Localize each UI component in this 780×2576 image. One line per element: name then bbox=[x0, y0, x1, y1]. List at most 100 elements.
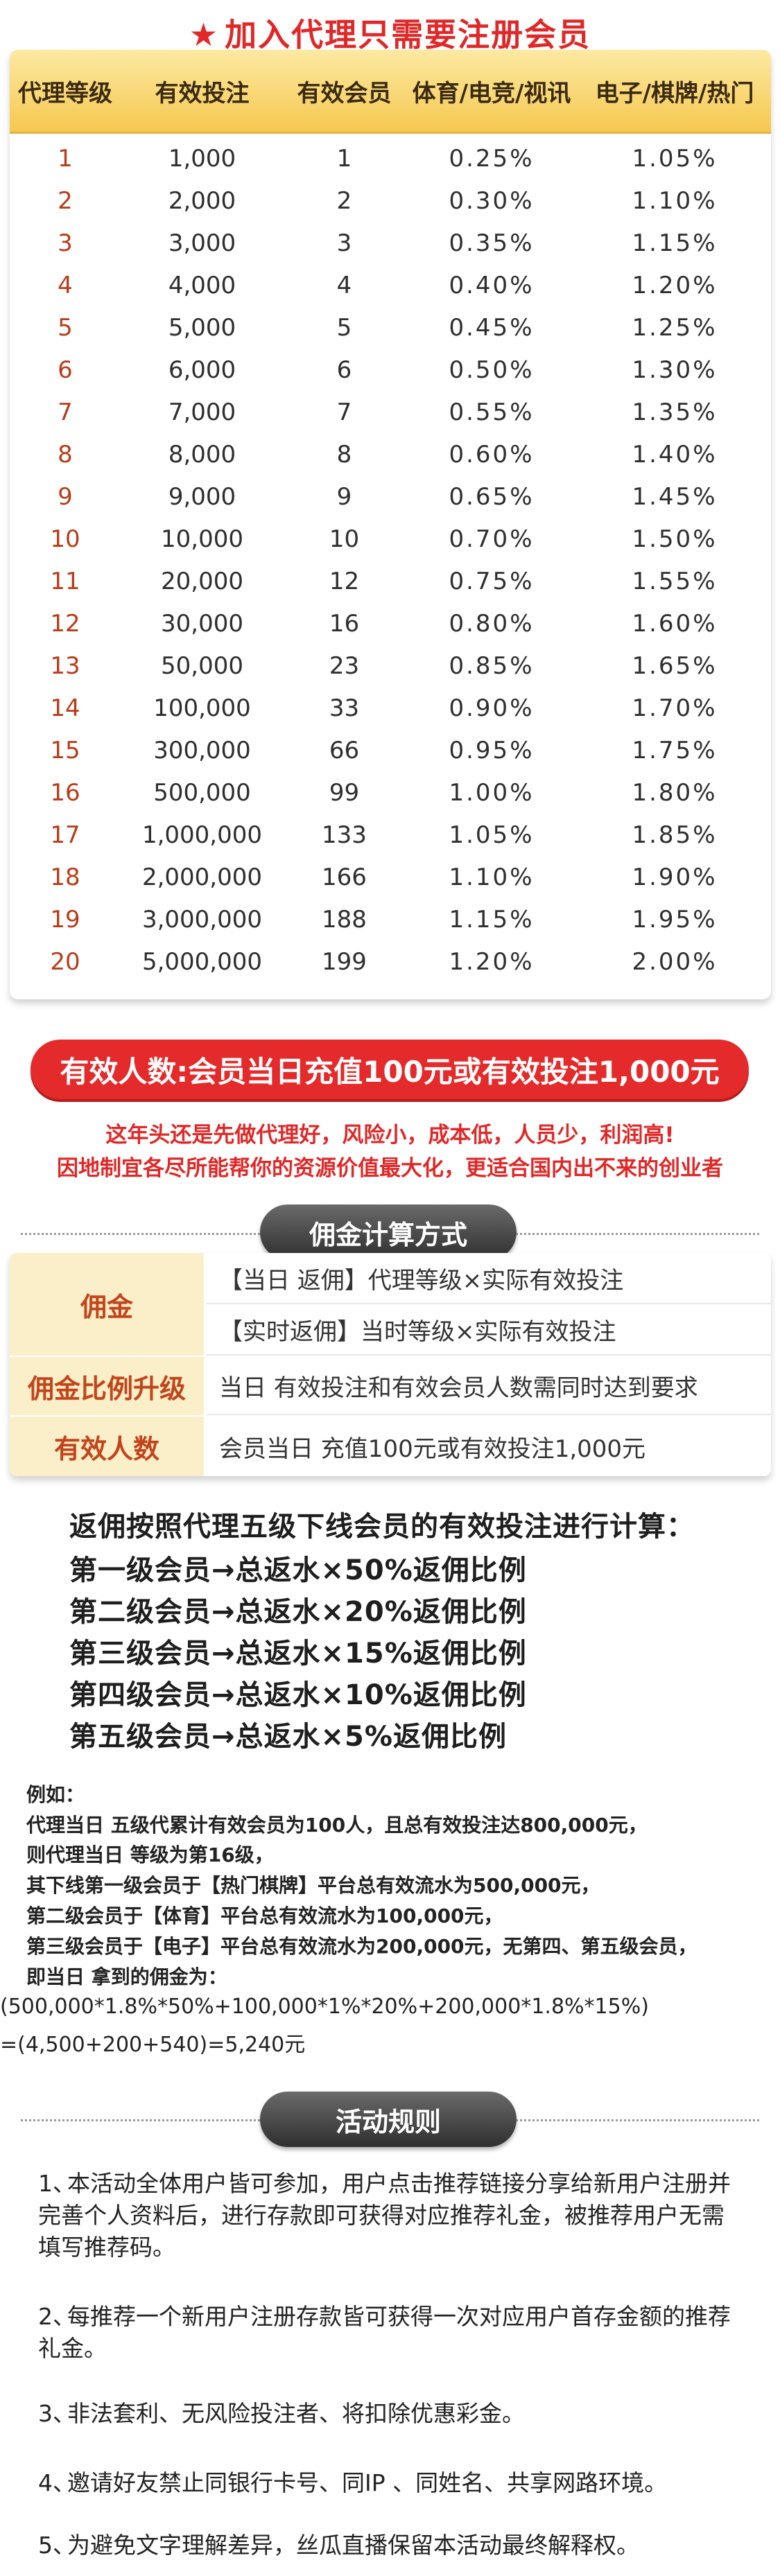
electronic-rate-cell: 1.30% bbox=[632, 356, 718, 384]
sports-rate-cell: 1.05% bbox=[449, 821, 535, 849]
table-row: 10 10,000 10 0.70% 1.50% bbox=[10, 518, 771, 560]
sports-rate-cell: 1.00% bbox=[449, 778, 535, 807]
level-cell: 3 bbox=[58, 229, 73, 257]
table-row: 20 5,000,000 199 1.20% 2.00% bbox=[10, 940, 771, 983]
level-cell: 19 bbox=[50, 905, 80, 934]
level-cell: 10 bbox=[50, 525, 80, 553]
table-row: 4 4,000 4 0.40% 1.20% bbox=[10, 264, 771, 306]
valid-member-cell: 4 bbox=[336, 271, 352, 299]
valid-member-cell: 166 bbox=[322, 863, 367, 891]
level-table-body: 1 1,000 1 0.25% 1.05% 2 2,000 2 0.30% 1.10% 3 3,000… bbox=[10, 137, 771, 983]
rebate-level: 第五级会员→总返水×5%返佣比例 bbox=[69, 1721, 507, 1753]
commission-table: 佣金 【当日 返佣】代理等级×实际有效投注 【实时返佣】当时等级×实际有效投注 … bbox=[10, 1253, 771, 1476]
sports-rate-cell: 0.50% bbox=[449, 356, 535, 384]
sports-rate-cell: 0.75% bbox=[449, 567, 535, 595]
table-row: 13 50,000 23 0.85% 1.65% bbox=[10, 645, 771, 687]
level-cell: 17 bbox=[50, 821, 80, 849]
sports-rate-cell: 0.80% bbox=[449, 609, 535, 638]
level-cell: 1 bbox=[58, 144, 73, 173]
rebate-level: 第二级会员→总返水×20%返佣比例 bbox=[69, 1596, 527, 1628]
electronic-rate-cell: 1.70% bbox=[632, 694, 718, 722]
level-cell: 14 bbox=[50, 694, 80, 722]
sports-rate-cell: 0.45% bbox=[449, 313, 535, 342]
slogan-line: 这年头还是先做代理好，风险小，成本低，人员少，利润高! bbox=[105, 1123, 675, 1148]
sports-rate-cell: 1.10% bbox=[449, 863, 535, 891]
electronic-rate-cell: 1.45% bbox=[632, 482, 718, 511]
table-row: 3 3,000 3 0.35% 1.15% bbox=[10, 222, 771, 264]
sports-rate-cell: 0.70% bbox=[449, 525, 535, 553]
sports-rate-cell: 0.55% bbox=[449, 398, 535, 426]
table-row: 17 1,000,000 133 1.05% 1.85% bbox=[10, 814, 771, 856]
valid-bet-cell: 7,000 bbox=[168, 398, 236, 426]
valid-member-cell: 9 bbox=[336, 482, 352, 511]
electronic-rate-cell: 1.25% bbox=[632, 313, 718, 342]
table-row: 12 30,000 16 0.80% 1.60% bbox=[10, 602, 771, 645]
level-cell: 6 bbox=[58, 356, 73, 384]
rebate-level: 第四级会员→总返水×10%返佣比例 bbox=[69, 1679, 527, 1711]
valid-bet-cell: 10,000 bbox=[161, 525, 243, 553]
table-row: 7 7,000 7 0.55% 1.35% bbox=[10, 391, 771, 433]
valid-bet-cell: 3,000 bbox=[168, 229, 236, 257]
table-row: 18 2,000,000 166 1.10% 1.90% bbox=[10, 856, 771, 898]
valid-member-cell: 16 bbox=[329, 609, 360, 638]
valid-bet-cell: 3,000,000 bbox=[141, 905, 263, 934]
sports-rate-cell: 1.20% bbox=[449, 947, 535, 976]
example-line: 则代理当日 等级为第16级， bbox=[26, 1843, 274, 1866]
valid-member-cell: 6 bbox=[336, 356, 352, 384]
valid-bet-cell: 1,000 bbox=[168, 144, 236, 173]
rule-item: 1、本活动全体用户皆可参加，用户点击推荐链接分享给新用户注册并完善个人资料后，进… bbox=[38, 2170, 731, 2261]
valid-bet-cell: 2,000 bbox=[168, 186, 236, 215]
section-title-rules: 活动规则 bbox=[260, 2092, 517, 2147]
electronic-rate-cell: 1.65% bbox=[632, 651, 718, 680]
electronic-rate-cell: 1.95% bbox=[632, 905, 718, 934]
valid-member-cell: 188 bbox=[322, 905, 367, 934]
valid-bet-cell: 5,000 bbox=[168, 313, 236, 342]
valid-member-cell: 8 bbox=[336, 440, 352, 468]
sports-rate-cell: 0.35% bbox=[449, 229, 535, 257]
valid-bet-cell: 50,000 bbox=[161, 651, 243, 680]
electronic-rate-cell: 1.75% bbox=[632, 736, 718, 764]
electronic-rate-cell: 1.40% bbox=[632, 440, 718, 468]
table-row: 11 20,000 12 0.75% 1.55% bbox=[10, 560, 771, 602]
electronic-rate-cell: 1.05% bbox=[632, 144, 718, 173]
section-title-commission: 佣金计算方式 bbox=[260, 1204, 517, 1260]
sports-rate-cell: 0.65% bbox=[449, 482, 535, 511]
valid-bet-cell: 1,000,000 bbox=[141, 821, 263, 849]
column-header: 体育/电竞/视讯 bbox=[412, 79, 571, 107]
column-header: 有效投注 bbox=[155, 79, 250, 107]
electronic-rate-cell: 1.35% bbox=[632, 398, 718, 426]
slogan-line: 因地制宜各尽所能帮你的资源价值最大化，更适合国内出不来的创业者 bbox=[57, 1156, 723, 1181]
level-cell: 13 bbox=[50, 651, 80, 680]
page-title: ★ 加入代理只需要注册会员 bbox=[189, 16, 591, 53]
sports-rate-cell: 0.85% bbox=[449, 651, 535, 680]
table-row: 14 100,000 33 0.90% 1.70% bbox=[10, 687, 771, 729]
sports-rate-cell: 0.25% bbox=[449, 144, 535, 173]
example-line: 即当日 拿到的佣金为： bbox=[26, 1965, 227, 1988]
level-table: 代理等级 有效投注 有效会员 体育/电竞/视讯 电子/棋牌/热门 1 1,000 1… bbox=[10, 50, 771, 999]
example-line: 其下线第一级会员于【热门棋牌】平台总有效流水为500,000元， bbox=[26, 1874, 600, 1897]
level-cell: 20 bbox=[50, 947, 80, 976]
level-cell: 2 bbox=[58, 186, 73, 215]
rule-item: 3、非法套利、无风险投注者、将扣除优惠彩金。 bbox=[38, 2400, 525, 2427]
level-cell: 8 bbox=[58, 440, 73, 468]
level-cell: 5 bbox=[58, 313, 73, 342]
commission-realtime-row: 【实时返佣】当时等级×实际有效投注 bbox=[207, 1304, 771, 1356]
sports-rate-cell: 0.30% bbox=[449, 186, 535, 215]
electronic-rate-cell: 1.10% bbox=[632, 186, 718, 215]
electronic-rate-cell: 1.60% bbox=[632, 609, 718, 638]
valid-member-cell: 5 bbox=[336, 313, 352, 342]
electronic-rate-cell: 1.90% bbox=[632, 863, 718, 891]
column-header: 代理等级 bbox=[18, 79, 112, 107]
level-cell: 11 bbox=[50, 567, 80, 595]
sports-rate-cell: 0.40% bbox=[449, 271, 535, 299]
rebate-level: 第一级会员→总返水×50%返佣比例 bbox=[69, 1554, 527, 1586]
valid-bet-cell: 30,000 bbox=[161, 609, 243, 638]
table-row: 1 1,000 1 0.25% 1.05% bbox=[10, 137, 771, 179]
table-row: 19 3,000,000 188 1.15% 1.95% bbox=[10, 898, 771, 940]
valid-member-cell: 7 bbox=[336, 398, 352, 426]
commission-label: 佣金 bbox=[10, 1253, 204, 1357]
example-result: =(4,500+200+540)=5,240元 bbox=[0, 2033, 306, 2057]
valid-bet-cell: 20,000 bbox=[161, 567, 243, 595]
valid-count-banner: 有效人数:会员当日充值100元或有效投注1,000元 bbox=[31, 1040, 749, 1099]
